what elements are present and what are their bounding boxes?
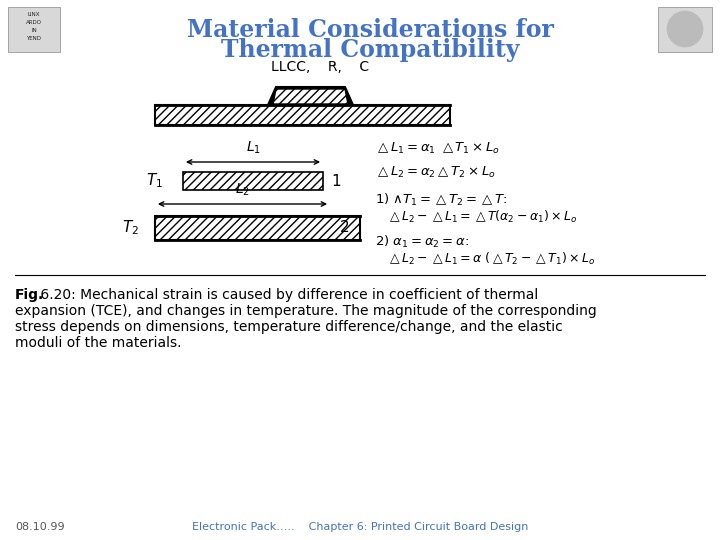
Text: 2: 2	[340, 220, 350, 235]
Text: LINX: LINX	[28, 11, 40, 17]
Text: 1) $\wedge T_1 = \triangle T_2 = \triangle T$:: 1) $\wedge T_1 = \triangle T_2 = \triang…	[375, 192, 508, 208]
Text: $L_1$: $L_1$	[246, 140, 261, 156]
Text: Electronic Pack…..    Chapter 6: Printed Circuit Board Design: Electronic Pack….. Chapter 6: Printed Ci…	[192, 522, 528, 532]
Text: 1: 1	[331, 173, 341, 188]
Bar	[8, 7, 60, 52]
Text: 08.10.99: 08.10.99	[15, 522, 65, 532]
Text: ARDO: ARDO	[26, 19, 42, 24]
Text: YEND: YEND	[27, 36, 42, 40]
Bar	[155, 105, 450, 125]
Circle shape	[667, 11, 703, 47]
Text: 6.20: Mechanical strain is caused by difference in coefficient of thermal: 6.20: Mechanical strain is caused by dif…	[36, 288, 539, 302]
Bar	[658, 7, 712, 52]
Polygon shape	[268, 87, 353, 105]
Bar	[183, 172, 323, 190]
Text: IN: IN	[31, 28, 37, 32]
Text: expansion (TCE), and changes in temperature. The magnitude of the corresponding: expansion (TCE), and changes in temperat…	[15, 304, 597, 318]
Text: Thermal Compatibility: Thermal Compatibility	[221, 38, 519, 62]
Text: moduli of the materials.: moduli of the materials.	[15, 336, 181, 350]
Text: Fig.: Fig.	[15, 288, 44, 302]
Text: $\quad \triangle L_2 - \triangle L_1 = \triangle T(\alpha_2 - \alpha_1) \times L: $\quad \triangle L_2 - \triangle L_1 = \…	[375, 209, 577, 225]
Text: $\triangle L_1 = \alpha_1\ \triangle T_1 \times L_o$: $\triangle L_1 = \alpha_1\ \triangle T_1…	[375, 140, 500, 156]
Text: stress depends on dimensions, temperature difference/change, and the elastic: stress depends on dimensions, temperatur…	[15, 320, 563, 334]
Text: 2) $\alpha_1 = \alpha_2 = \alpha$:: 2) $\alpha_1 = \alpha_2 = \alpha$:	[375, 234, 469, 250]
Polygon shape	[273, 89, 348, 104]
Text: $L_2$: $L_2$	[235, 181, 250, 198]
Bar	[155, 216, 360, 240]
Text: LLCC,    R,    C: LLCC, R, C	[271, 60, 369, 74]
Text: Material Considerations for: Material Considerations for	[186, 18, 554, 42]
Text: $T_1$: $T_1$	[146, 172, 163, 191]
Text: $T_2$: $T_2$	[122, 219, 138, 238]
Text: $\triangle L_2 = \alpha_2 \triangle T_2 \times L_o$: $\triangle L_2 = \alpha_2 \triangle T_2 …	[375, 165, 496, 179]
Text: $\quad \triangle L_2 - \triangle L_1 = \alpha\ (\triangle T_2 - \triangle T_1) \: $\quad \triangle L_2 - \triangle L_1 = \…	[375, 251, 595, 267]
